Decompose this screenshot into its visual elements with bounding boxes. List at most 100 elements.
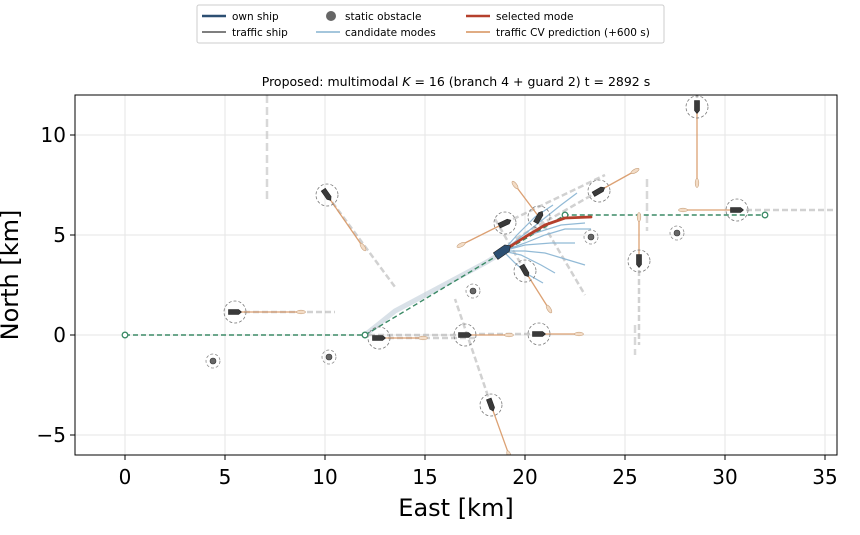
traffic-ship-hull xyxy=(497,218,512,229)
traffic-ship-hull xyxy=(458,332,472,338)
traffic-ship-hull xyxy=(228,309,242,315)
waypoint xyxy=(361,331,369,339)
traffic-ship-hull xyxy=(730,207,744,213)
traffic-ship-hull xyxy=(532,331,546,337)
traffic-ship xyxy=(320,187,332,201)
x-tick-label: 0 xyxy=(119,465,132,489)
traffic-ship xyxy=(730,207,744,213)
static-obstacle-zone xyxy=(321,349,337,365)
static-obstacle-zone xyxy=(583,229,599,245)
selected-mode xyxy=(501,215,593,253)
predicted-position xyxy=(504,332,514,338)
x-tick-label: 5 xyxy=(219,465,232,489)
traffic-ship-safety-zone xyxy=(315,183,339,207)
y-tick-label: 10 xyxy=(41,123,66,147)
predicted-position xyxy=(574,331,584,337)
traffic-ship xyxy=(533,210,544,225)
legend-label-traffic: traffic ship xyxy=(232,27,288,39)
traffic-trail xyxy=(537,216,587,296)
predicted-position xyxy=(359,242,367,252)
traffic-prediction xyxy=(524,270,550,310)
traffic-ship-safety-zone xyxy=(493,211,517,235)
legend-label-candidate: candidate modes xyxy=(345,27,436,39)
traffic-ship-safety-zone xyxy=(223,300,247,324)
static-obstacle-zone xyxy=(205,353,221,369)
predicted-position xyxy=(678,207,688,213)
traffic-prediction xyxy=(598,170,636,192)
x-tick-label: 35 xyxy=(812,465,837,489)
x-tick-label: 20 xyxy=(512,465,537,489)
predicted-position xyxy=(694,178,700,188)
x-tick-label: 30 xyxy=(712,465,737,489)
predicted-position xyxy=(511,180,519,190)
traffic-ship-safety-zone xyxy=(513,259,537,283)
x-tick-label: 10 xyxy=(312,465,337,489)
candidate-mode xyxy=(502,250,556,274)
traffic-ship xyxy=(532,331,546,337)
predicted-position xyxy=(636,212,642,222)
traffic-ship xyxy=(372,335,386,341)
static-obstacle-zone xyxy=(669,225,685,241)
traffic-ship-safety-zone xyxy=(587,179,611,203)
traffic-ship-safety-zone xyxy=(479,393,503,417)
traffic-ship xyxy=(486,397,495,412)
traffic-ship xyxy=(694,100,700,114)
legend-entry-selected: selected mode xyxy=(466,11,573,23)
x-tick-label: 15 xyxy=(412,465,437,489)
traffic-ship-hull xyxy=(533,210,544,225)
axis-ticks: 0 5 10 15 20 25 30 35 −5 0 5 10 xyxy=(37,123,838,489)
traffic-prediction xyxy=(460,222,506,246)
static-obstacle xyxy=(673,229,681,237)
traffic-ship-hull xyxy=(694,100,700,114)
traffic-ship-safety-zone xyxy=(627,249,651,273)
predicted-position xyxy=(418,335,428,341)
traffic-ship xyxy=(458,332,472,338)
static-obstacle xyxy=(469,287,477,295)
traffic-ship-hull xyxy=(519,263,530,278)
traffic-ship xyxy=(228,309,242,315)
candidate-mode xyxy=(503,250,586,266)
traffic-ship xyxy=(591,186,606,197)
static-obstacle xyxy=(209,357,217,365)
traffic-prediction xyxy=(514,184,540,218)
traffic-ship xyxy=(497,218,512,229)
traffic-prediction xyxy=(490,404,510,455)
legend-entry-traffic: traffic ship xyxy=(202,27,288,39)
y-tick-label: 5 xyxy=(53,223,66,247)
traffic-ship-hull xyxy=(636,254,642,268)
traffic-trail xyxy=(514,189,600,241)
traffic-ship-safety-zone xyxy=(725,198,749,222)
legend-label-selected: selected mode xyxy=(496,11,573,23)
x-axis-label: East [km] xyxy=(398,494,513,522)
legend-entry-prediction: traffic CV prediction (+600 s) xyxy=(466,27,650,39)
predicted-position xyxy=(296,309,306,315)
own-ship-hull xyxy=(492,244,511,260)
legend-label-prediction: traffic CV prediction (+600 s) xyxy=(496,27,650,39)
plot-background xyxy=(75,95,837,455)
y-axis-label: North [km] xyxy=(0,210,24,341)
traffic-ship-safety-zone xyxy=(685,95,709,119)
traffic-ship-safety-zone xyxy=(367,326,391,350)
chart-title: Proposed: multimodal K = 16 (branch 4 + … xyxy=(262,74,651,89)
traffic-ship xyxy=(519,263,530,278)
traffic-ship xyxy=(636,254,642,268)
y-tick-label: −5 xyxy=(37,423,66,447)
predicted-position xyxy=(456,242,466,248)
traffic-ship-safety-zone xyxy=(527,322,551,346)
traffic-ship-safety-zone xyxy=(453,323,477,347)
predicted-position xyxy=(630,168,640,174)
legend-entry-candidate: candidate modes xyxy=(316,27,436,39)
chart-title-suffix: = 16 (branch 4 + guard 2) t = 2892 s xyxy=(411,74,651,89)
legend-label-own: own ship xyxy=(232,11,279,23)
traffic-ship-hull xyxy=(591,186,606,197)
static-obstacle xyxy=(325,353,333,361)
own-ship xyxy=(492,244,511,260)
static-obstacle-zone xyxy=(465,283,481,299)
candidate-mode xyxy=(502,192,578,252)
predicted-position xyxy=(506,450,512,455)
chart-title-k: K xyxy=(402,74,412,89)
y-tick-label: 0 xyxy=(53,323,66,347)
legend: own ship static obstacle selected mode t… xyxy=(196,4,665,44)
planned-route xyxy=(125,214,765,336)
